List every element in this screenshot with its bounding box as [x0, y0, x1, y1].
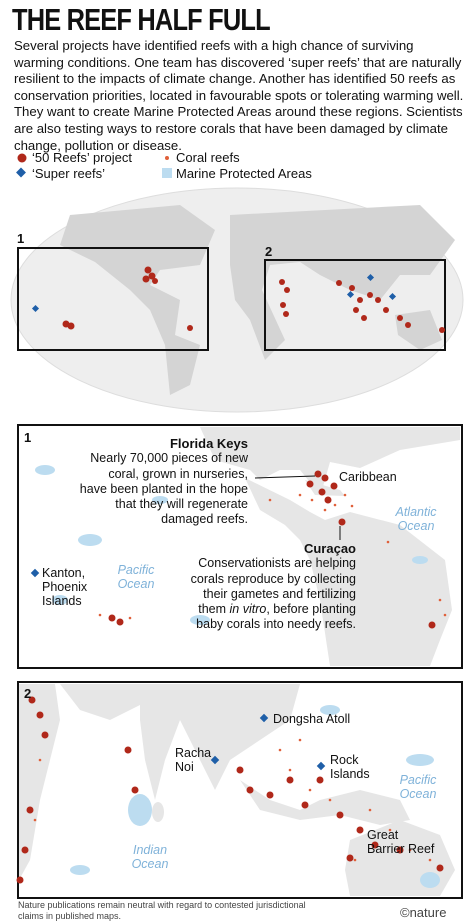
- annotation-title: Curaçao: [303, 541, 356, 556]
- ocean-label: Atlantic Ocean: [395, 505, 437, 533]
- ocean-label: Indian Ocean: [131, 843, 169, 871]
- panel-number: 1: [24, 430, 32, 445]
- brand: ©nature: [400, 905, 447, 920]
- legend-item: Marine Protected Areas: [176, 166, 312, 181]
- panel-1-map: [17, 424, 463, 669]
- place-label: Kanton, Phoenix Islands: [42, 566, 88, 608]
- ocean-label: Pacific Ocean: [399, 773, 437, 801]
- intro: Several projects have identified reefs w…: [14, 38, 464, 153]
- place-label: Racha Noi: [175, 746, 212, 774]
- text: in vitro: [229, 602, 267, 617]
- footer-note: Nature publications remain neutral with …: [18, 900, 306, 921]
- inset-label: 1: [17, 231, 25, 246]
- title: THE REEF HALF FULL: [12, 2, 271, 37]
- legend-coral: [165, 156, 169, 160]
- panel-number: 2: [24, 686, 32, 701]
- legend-diamond: [16, 167, 26, 178]
- curacao-annotation: Curaçao Conservationists are helping cor…: [180, 541, 356, 633]
- world-map: [10, 187, 464, 413]
- place-label: Rock Islands: [330, 753, 370, 781]
- annotation-title: Florida Keys: [169, 436, 248, 451]
- place-label: Dongsha Atoll: [273, 712, 351, 726]
- legend-mpa: [162, 168, 172, 178]
- text: , before planting baby corals into needy…: [196, 602, 356, 632]
- annotation-text: Conservationists are helping corals repr…: [180, 556, 356, 632]
- place-label: Great Barrier Reef: [367, 828, 435, 856]
- text: Conservationists are helping corals repr…: [190, 556, 356, 617]
- annotation-text: Nearly 70,000 pieces of new coral, grown…: [79, 451, 248, 527]
- legend-item: ‘Super reefs’: [32, 166, 105, 181]
- legend-dot: [17, 153, 27, 163]
- inset-label: 2: [265, 244, 273, 259]
- panel-2-map: [16, 681, 463, 899]
- ocean-label: Pacific Ocean: [117, 563, 155, 591]
- place-label: Caribbean: [339, 470, 397, 484]
- florida-annotation: Florida Keys Nearly 70,000 pieces of new…: [78, 436, 248, 528]
- legend-item: Coral reefs: [176, 150, 240, 165]
- legend-item: ‘50 Reefs’ project: [32, 150, 132, 165]
